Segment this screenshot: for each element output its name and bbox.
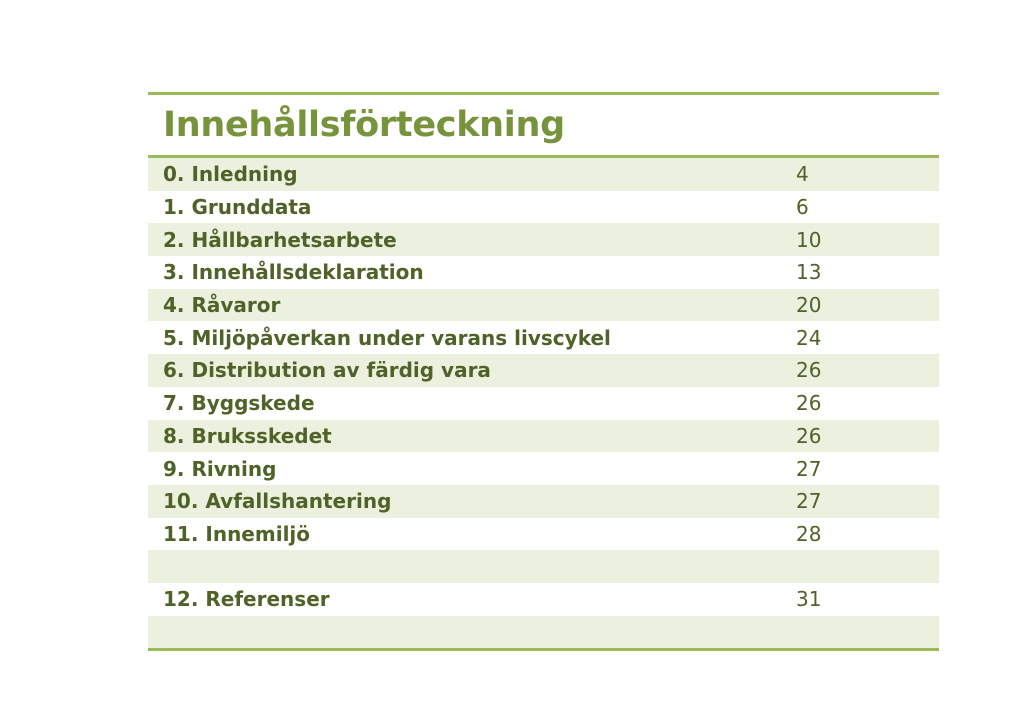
toc-row[interactable]: 11. Innemiljö 28 [148,518,939,551]
toc-entry-label: 10. Avfallshantering [163,489,392,514]
toc-entry-label: 4. Råvaror [163,293,281,318]
table-of-contents: Innehållsförteckning 0. Inledning 4 1. G… [148,92,939,652]
toc-row[interactable]: 8. Bruksskedet 26 [148,419,939,453]
toc-entry-page: 13 [796,260,822,285]
toc-entry-page: 20 [796,293,822,318]
toc-entry-label: 8. Bruksskedet [163,423,332,448]
toc-row[interactable]: 4. Råvaror 20 [148,288,939,322]
toc-row[interactable]: 5. Miljöpåverkan under varans livscykel … [148,321,939,354]
title-rule [148,155,939,158]
toc-entry-page: 27 [796,489,822,514]
toc-row[interactable]: 6. Distribution av färdig vara 26 [148,354,939,387]
toc-row[interactable]: 3. Innehållsdeklaration 13 [148,256,939,289]
toc-row[interactable]: 12. Referenser 31 [148,583,939,616]
toc-entry-label: 5. Miljöpåverkan under varans livscykel [163,325,611,350]
bottom-rule [148,648,939,652]
toc-entry-page: 26 [796,358,822,383]
toc-row[interactable]: 7. Byggskede 26 [148,387,939,420]
toc-entry-label: 2. Hållbarhetsarbete [163,227,397,252]
toc-entry-label: 9. Rivning [163,456,277,481]
toc-entry-page: 26 [796,391,822,416]
toc-entry-page: 6 [796,195,809,220]
toc-row[interactable]: 0. Inledning 4 [148,158,939,191]
toc-entry-label: 11. Innemiljö [163,521,311,546]
toc-row-empty [148,550,939,583]
toc-entry-page: 27 [796,456,822,481]
toc-entry-page: 31 [796,587,822,612]
toc-entry-page: 28 [796,521,822,546]
toc-row-empty [148,615,939,649]
toc-entry-page: 24 [796,325,822,350]
top-rule [148,92,939,95]
toc-row[interactable]: 9. Rivning 27 [148,452,939,485]
toc-entry-page: 10 [796,227,822,252]
toc-entry-page: 26 [796,423,822,448]
toc-title: Innehållsförteckning [163,105,565,145]
toc-row[interactable]: 2. Hållbarhetsarbete 10 [148,223,939,257]
toc-entry-page: 4 [796,162,809,187]
toc-entry-label: 12. Referenser [163,587,330,612]
toc-row[interactable]: 10. Avfallshantering 27 [148,484,939,518]
toc-entry-label: 1. Grunddata [163,195,312,220]
toc-entry-label: 0. Inledning [163,162,298,187]
toc-row[interactable]: 1. Grunddata 6 [148,191,939,224]
toc-entry-label: 7. Byggskede [163,391,315,416]
toc-entry-label: 6. Distribution av färdig vara [163,358,491,383]
toc-entry-label: 3. Innehållsdeklaration [163,260,424,285]
